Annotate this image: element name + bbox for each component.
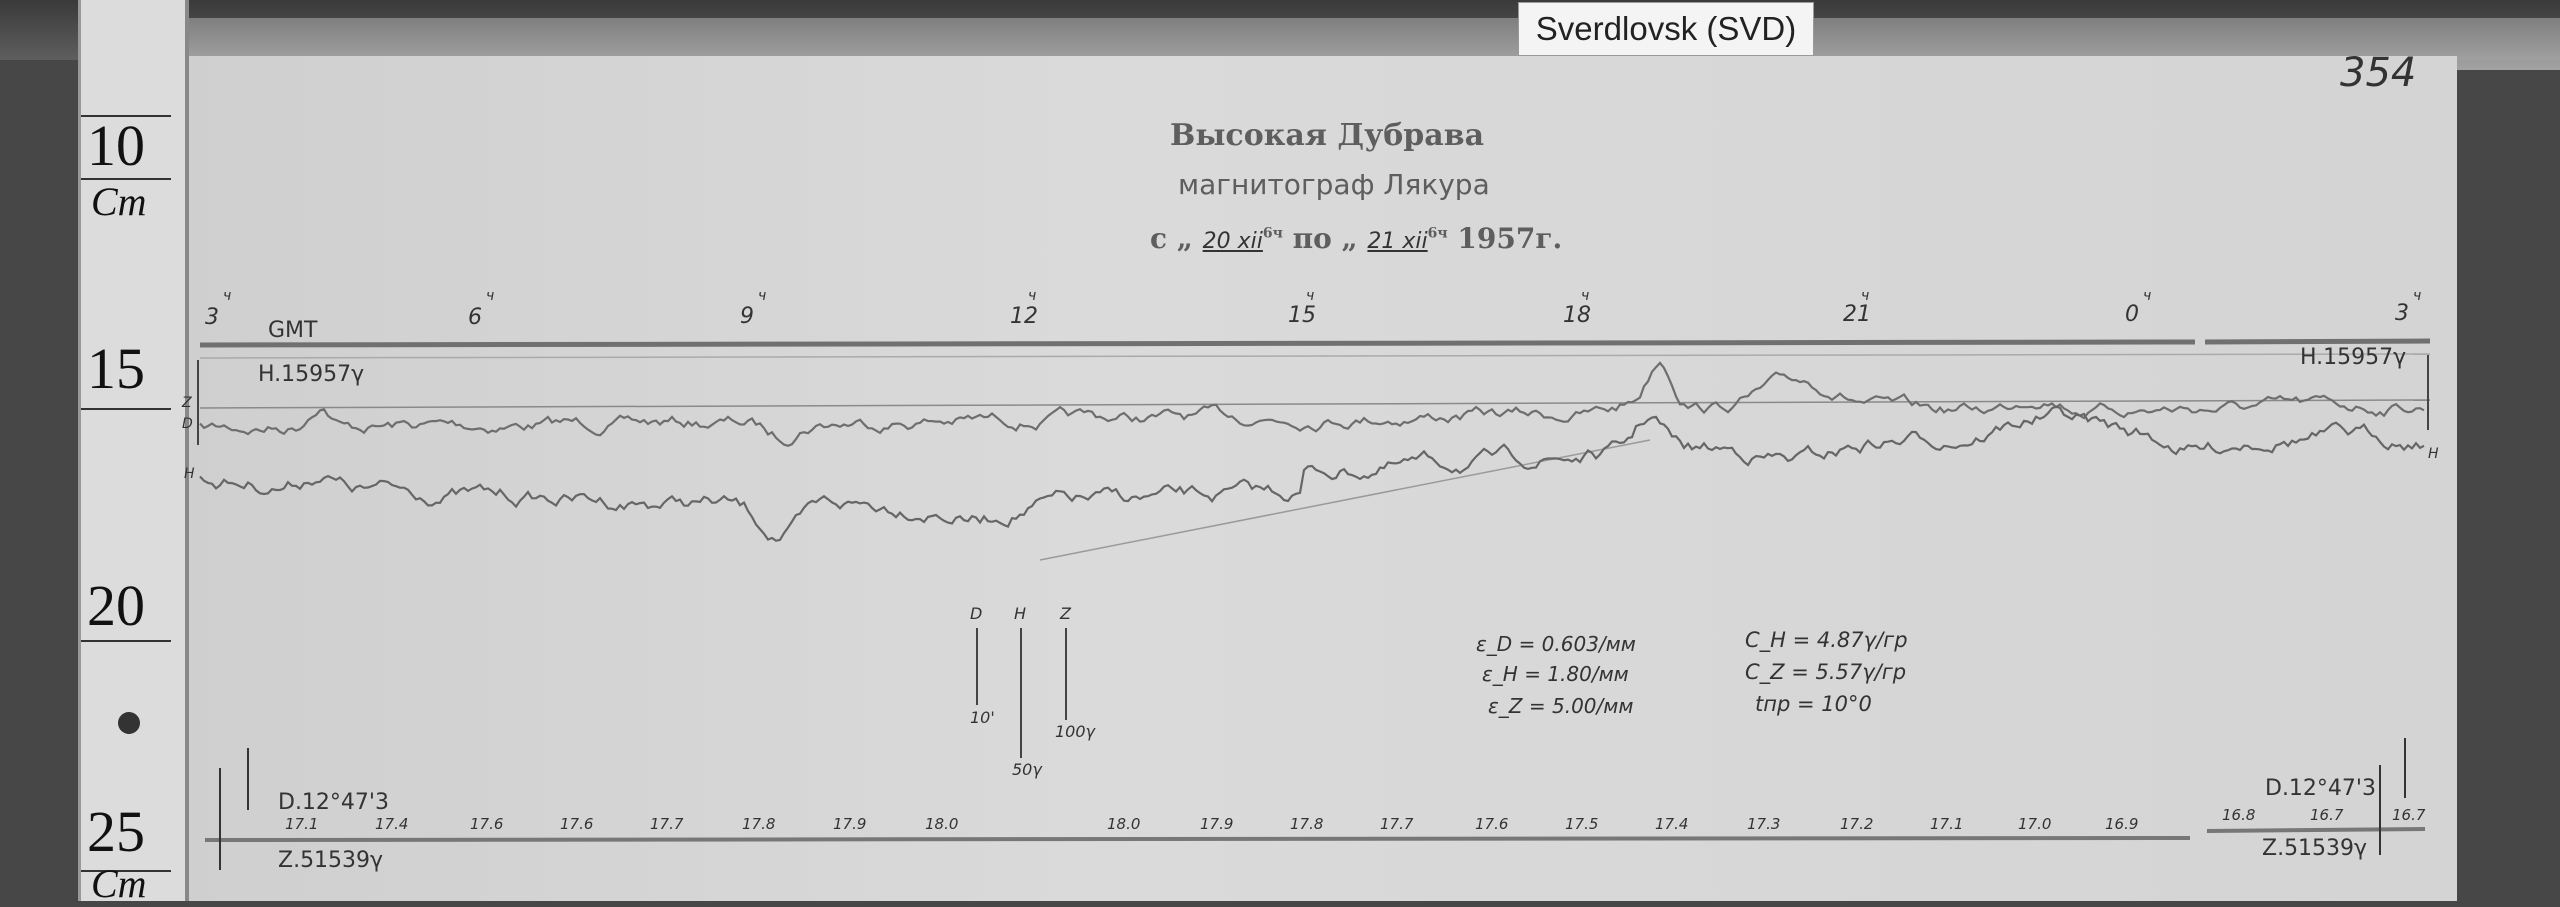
hour-suffix: ч xyxy=(1028,288,1037,304)
station-label-card: Sverdlovsk (SVD) xyxy=(1518,2,1814,56)
constant-ch: C_H = 4.87γ/гр xyxy=(1745,628,1908,652)
ruler-hole xyxy=(118,712,140,734)
bottom-scale-value: 17.1 xyxy=(1930,815,1964,833)
scale-bar-z-label: Z xyxy=(1060,604,1071,623)
date-from: 20 xii xyxy=(1202,229,1263,254)
constant-cz: C_Z = 5.57γ/гр xyxy=(1745,660,1907,684)
instrument-name: магнитограф Лякура xyxy=(1178,168,1490,201)
date-to: 21 xii xyxy=(1367,229,1428,254)
ruler-mark-20: 20 xyxy=(87,573,145,638)
h-baseline-left: H.15957γ xyxy=(258,362,365,387)
h-trace-label-right: H xyxy=(2428,446,2439,462)
bottom-scale-value: 16.9 xyxy=(2105,815,2139,833)
temperature: tпр = 10°0 xyxy=(1755,692,1872,716)
bottom-scale-value: 17.1 xyxy=(285,815,319,833)
bottom-baseline-right xyxy=(2206,827,2426,833)
hour-label: 0 xyxy=(2125,301,2139,327)
date-from-prefix: с „ xyxy=(1150,222,1193,255)
bottom-baseline xyxy=(204,836,2191,842)
hour-label: 18 xyxy=(1563,302,1591,328)
diagonal-trace xyxy=(1039,439,1651,561)
bottom-scale-value: 17.8 xyxy=(742,815,776,833)
z-baseline-right: Z.51539γ xyxy=(2262,836,2368,861)
hour-suffix: ч xyxy=(1861,288,1870,304)
magnetogram-sheet xyxy=(182,56,2457,901)
time-baseline-right xyxy=(2204,338,2431,345)
date-to-hour: 6ч xyxy=(1427,225,1448,242)
bottom-scale-value: 18.0 xyxy=(1107,815,1141,833)
bottom-scale-value: 17.7 xyxy=(1380,815,1414,833)
hour-label: 3 xyxy=(2395,301,2409,326)
scale-bar-h-label: H xyxy=(1014,604,1027,623)
sheet-number: 354 xyxy=(2340,50,2417,96)
bottom-scale-value: 17.6 xyxy=(560,815,594,833)
bottom-scale-value: 18.0 xyxy=(925,815,959,833)
bottom-scale-value: 16.7 xyxy=(2310,806,2344,824)
ruler: 10 Cm 15 20 25 Cm xyxy=(78,0,189,906)
d-trace-label: D xyxy=(182,416,193,432)
scale-bar-z-value: 100γ xyxy=(1055,722,1096,741)
hour-suffix: ч xyxy=(2143,288,2152,304)
bottom-scale-value: 17.9 xyxy=(833,815,867,833)
hour-label: 21 xyxy=(1843,302,1871,327)
date-range: с „ 20 xii6ч по „ 21 xii6ч 1957г. xyxy=(1150,222,1562,255)
hour-suffix: ч xyxy=(1581,288,1590,304)
station-name: Высокая Дубрава xyxy=(1170,118,1485,153)
date-to-prefix: по „ xyxy=(1292,222,1358,255)
bottom-scale-value: 17.2 xyxy=(1840,815,1874,833)
ruler-mark-15: 15 xyxy=(87,336,145,401)
hour-suffix: ч xyxy=(2413,288,2422,304)
gmt-label: GMT xyxy=(268,318,318,343)
bottom-scale-value: 17.7 xyxy=(650,815,684,833)
ruler-unit-bottom: Cm xyxy=(91,861,147,906)
date-from-hour: 6ч xyxy=(1262,225,1283,242)
hour-suffix: ч xyxy=(758,288,767,304)
bottom-scale-value: 17.4 xyxy=(1655,815,1689,833)
bottom-scale-value: 17.9 xyxy=(1200,815,1234,833)
hour-suffix: ч xyxy=(223,288,232,304)
bottom-scale-value: 17.8 xyxy=(1290,815,1324,833)
epsilon-d: ε_D = 0.603/мм xyxy=(1476,632,1636,656)
h-trace-label: H xyxy=(184,466,195,482)
bottom-scale-value: 16.8 xyxy=(2222,806,2256,824)
h-baseline-right: H.15957γ xyxy=(2300,345,2407,370)
h-trace xyxy=(199,405,2425,542)
hour-label: 15 xyxy=(1288,303,1316,328)
ruler-mark-10: 10 xyxy=(87,113,145,178)
bottom-scale-value: 16.7 xyxy=(2392,806,2426,824)
d-baseline-right: D.12°47'3 xyxy=(2265,776,2376,801)
bottom-scale-value: 17.4 xyxy=(375,815,409,833)
bottom-scale-value: 17.6 xyxy=(1475,815,1509,833)
year: 1957г. xyxy=(1457,222,1563,255)
hour-label: 9 xyxy=(740,304,754,329)
h-baseline-line xyxy=(199,353,2431,359)
d-baseline-left: D.12°47'3 xyxy=(278,790,389,815)
time-baseline xyxy=(199,339,2196,348)
bottom-scale-value: 17.0 xyxy=(2018,815,2052,833)
z-baseline-trace xyxy=(199,399,2431,409)
ruler-mark-25: 25 xyxy=(87,799,145,864)
hour-label: 3 xyxy=(205,305,219,330)
ruler-unit: Cm xyxy=(91,179,147,224)
hour-suffix: ч xyxy=(486,288,495,304)
scale-bar-h-value: 50γ xyxy=(1012,760,1042,779)
scale-bar-d-value: 10' xyxy=(970,708,995,727)
z-baseline-left: Z.51539γ xyxy=(278,848,384,873)
hour-suffix: ч xyxy=(1306,288,1315,304)
hour-label: 6 xyxy=(468,304,482,330)
scale-bar-d-label: D xyxy=(970,604,983,623)
z-trace-label: Z xyxy=(182,395,192,411)
hour-label: 12 xyxy=(1010,303,1038,329)
epsilon-z: ε_Z = 5.00/мм xyxy=(1488,694,1634,718)
bottom-scale-value: 17.5 xyxy=(1565,815,1599,833)
epsilon-h: ε_H = 1.80/мм xyxy=(1482,662,1629,686)
bottom-scale-value: 17.3 xyxy=(1747,815,1781,833)
bottom-scale-value: 17.6 xyxy=(470,815,504,833)
d-trace xyxy=(199,361,2425,447)
